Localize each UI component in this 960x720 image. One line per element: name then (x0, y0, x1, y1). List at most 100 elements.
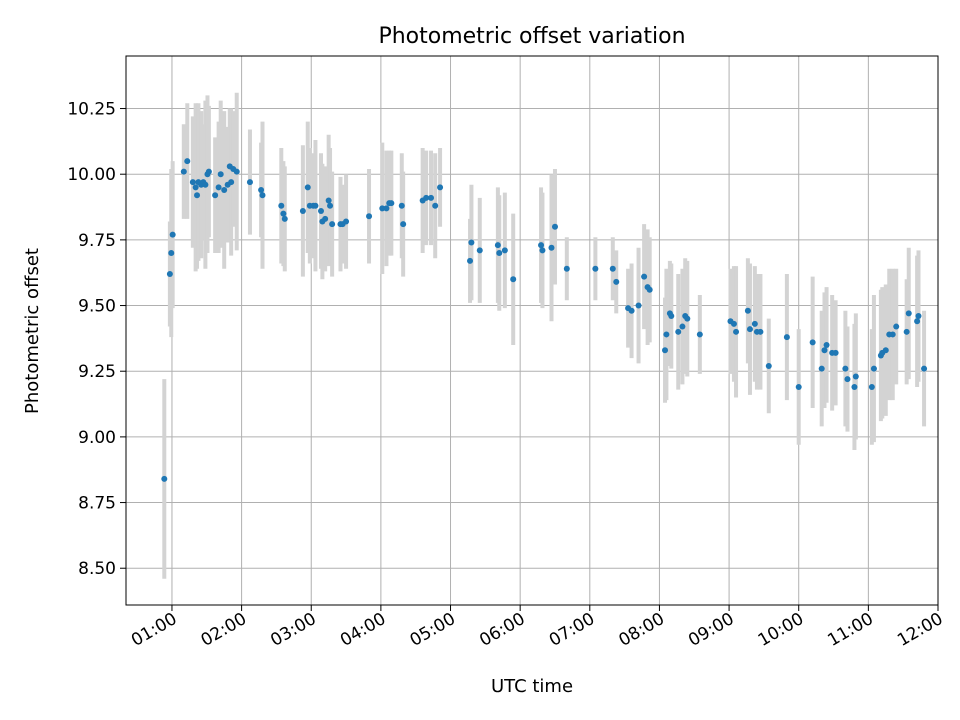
data-point (494, 242, 501, 249)
data-point (467, 257, 474, 264)
data-point (215, 184, 222, 191)
x-tick-label: 11:00 (824, 609, 876, 651)
data-point (757, 328, 764, 335)
data-point (903, 328, 910, 335)
data-point (905, 310, 912, 317)
data-point (851, 383, 858, 390)
data-point (696, 331, 703, 338)
y-tick-label: 8.75 (78, 494, 116, 514)
data-point (548, 244, 555, 251)
data-point (476, 247, 483, 254)
data-point (609, 265, 616, 272)
x-tick-label: 12:00 (894, 609, 946, 651)
data-point (635, 302, 642, 309)
data-point (563, 265, 570, 272)
data-point (882, 347, 889, 354)
data-point (468, 239, 475, 246)
data-point (663, 331, 670, 338)
x-tick-label: 04:00 (337, 609, 389, 651)
data-point (783, 334, 790, 341)
data-point (646, 286, 653, 293)
data-point (304, 184, 311, 191)
data-point (281, 215, 288, 222)
data-point (628, 307, 635, 314)
data-point (823, 341, 830, 348)
y-tick-label: 10.25 (67, 100, 116, 120)
data-point (192, 184, 199, 191)
data-point (233, 168, 240, 175)
data-point (202, 181, 209, 188)
chart-title: Photometric offset variation (378, 24, 685, 49)
data-point (166, 271, 173, 278)
y-tick-label: 9.50 (78, 297, 116, 317)
data-point (184, 158, 191, 165)
data-point (668, 313, 675, 320)
data-point (641, 273, 648, 280)
data-points (161, 158, 928, 482)
data-point (501, 247, 508, 254)
data-point (730, 320, 737, 327)
data-point (852, 373, 859, 380)
y-tick-label: 8.50 (78, 559, 116, 579)
plot-frame (125, 55, 939, 606)
data-point (510, 276, 517, 283)
data-point (205, 168, 212, 175)
data-point (278, 202, 285, 209)
x-axis-label: UTC time (491, 676, 573, 697)
data-point (893, 323, 900, 330)
data-point (432, 202, 439, 209)
data-point (259, 192, 266, 199)
data-point (818, 365, 825, 372)
data-point (246, 179, 253, 186)
data-point (592, 265, 599, 272)
data-point (675, 328, 682, 335)
data-point (383, 205, 390, 212)
data-point (795, 383, 802, 390)
data-point (538, 242, 545, 249)
y-tick-label: 9.25 (78, 362, 116, 382)
x-tick-label: 06:00 (476, 609, 528, 651)
data-point (551, 223, 558, 230)
x-tick-label: 09:00 (685, 609, 737, 651)
data-point (765, 362, 772, 369)
data-point (844, 376, 851, 383)
data-point (613, 278, 620, 285)
data-point (662, 347, 669, 354)
data-point (428, 194, 435, 201)
data-point (299, 207, 306, 214)
grid (126, 56, 939, 605)
data-point (746, 326, 753, 333)
error-bars (162, 92, 927, 579)
data-point (496, 250, 503, 257)
data-point (889, 331, 896, 338)
data-point (212, 192, 219, 199)
data-point (280, 210, 287, 217)
data-point (809, 339, 816, 346)
x-tick-label: 03:00 (267, 609, 319, 651)
data-point (317, 207, 324, 214)
data-point (258, 186, 265, 193)
data-point (832, 349, 839, 356)
data-point (868, 383, 875, 390)
data-point (679, 323, 686, 330)
y-tick-label: 10.00 (67, 165, 116, 185)
data-point (161, 475, 168, 482)
y-tick-label: 9.00 (78, 428, 116, 448)
x-tick-label: 08:00 (616, 609, 668, 651)
data-point (168, 250, 175, 257)
data-point (744, 307, 751, 314)
data-point (327, 202, 334, 209)
data-point (842, 365, 849, 372)
y-tick-label: 9.75 (78, 231, 116, 251)
x-tick-label: 05:00 (407, 609, 459, 651)
x-tick-label: 01:00 (128, 609, 180, 651)
data-point (751, 320, 758, 327)
data-point (322, 215, 329, 222)
data-point (343, 218, 350, 225)
data-point (914, 318, 921, 325)
data-point (329, 221, 336, 228)
data-point (312, 202, 319, 209)
data-point (169, 231, 176, 238)
data-point (194, 192, 201, 199)
